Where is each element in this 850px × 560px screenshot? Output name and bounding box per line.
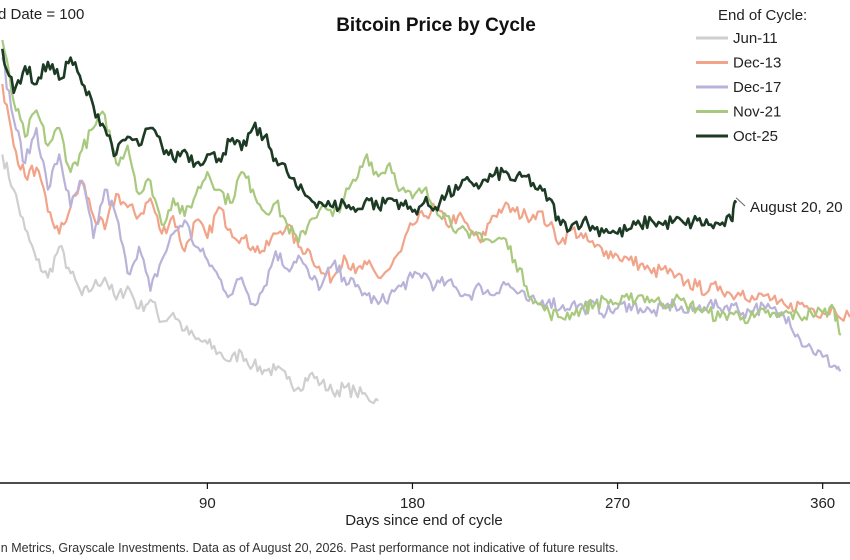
series-line-dec-13 — [1, 83, 850, 322]
legend-label-dec-13: Dec-13 — [733, 55, 781, 72]
source-note: in Metrics, Grayscale Investments. Data … — [0, 541, 618, 555]
series-line-jun-11 — [1, 154, 379, 405]
legend-label-dec-17: Dec-17 — [733, 79, 781, 96]
x-tick-label: 180 — [400, 495, 425, 512]
series-line-oct-25 — [1, 48, 738, 238]
legend-items: Jun-11 Dec-13 Dec-17 Nov-21 Oct-25 — [696, 30, 781, 145]
legend-label-nov-21: Nov-21 — [733, 104, 781, 121]
legend-title: End of Cycle: — [718, 7, 807, 24]
series-line-nov-21 — [1, 39, 842, 336]
x-tick-label: 90 — [199, 495, 216, 512]
y-axis-label: d Date = 100 — [0, 6, 84, 23]
x-axis-ticks: 90 180 270 360 — [199, 483, 835, 512]
annotation-text: August 20, 20 — [750, 199, 843, 216]
annotation-leader — [735, 197, 746, 207]
legend-label-oct-25: Oct-25 — [733, 128, 778, 145]
x-tick-label: 360 — [810, 495, 835, 512]
legend-label-jun-11: Jun-11 — [733, 30, 778, 47]
annotation: August 20, 20 — [735, 197, 843, 216]
x-axis-title: Days since end of cycle — [345, 512, 503, 529]
x-tick-label: 270 — [605, 495, 630, 512]
legend: End of Cycle: Jun-11 Dec-13 Dec-17 Nov-21 Oc… — [696, 7, 807, 145]
series-line-dec-17 — [1, 57, 842, 372]
chart-title: Bitcoin Price by Cycle — [336, 15, 536, 36]
series-layer — [1, 39, 850, 405]
